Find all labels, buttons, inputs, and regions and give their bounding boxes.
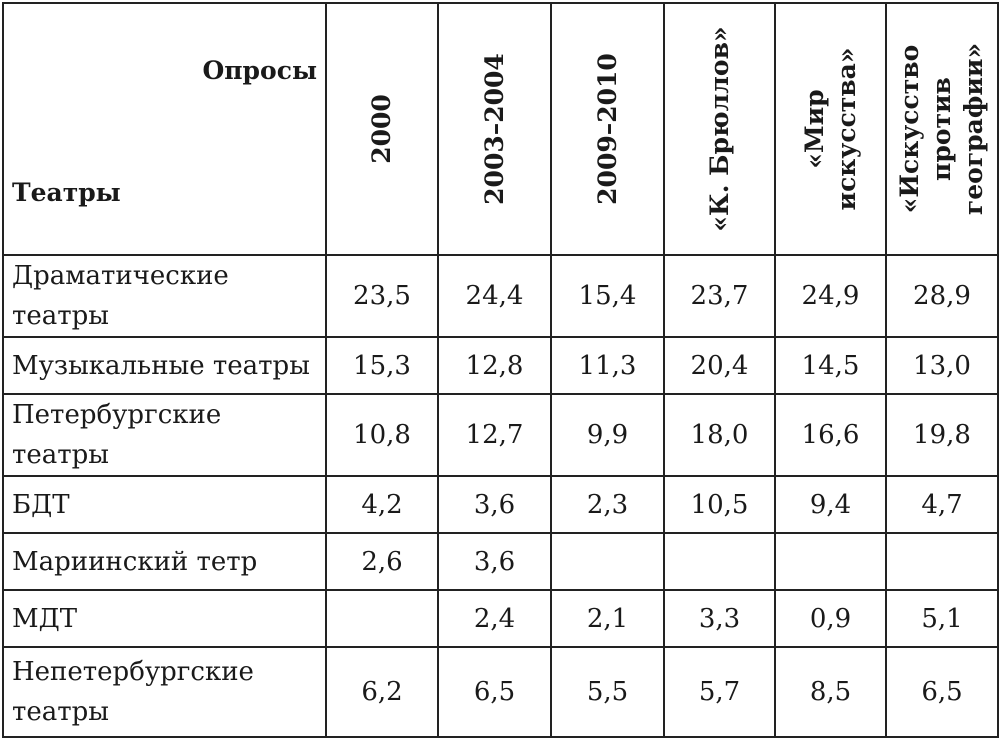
table-cell: 3,6: [437, 475, 552, 534]
column-header-iskusstvo-protiv-geografii: «Искусство против географии»: [885, 2, 999, 256]
column-header-2003-2004: 2003–2004: [437, 2, 552, 256]
header-row: Опросы Театры 2000 2003–2004 2009–2010: [2, 2, 999, 256]
table-cell: 10,8: [325, 393, 439, 477]
surveys-header-label: Опросы: [202, 56, 317, 85]
table-cell: 4,2: [325, 475, 439, 534]
column-header-2009-2010: 2009–2010: [550, 2, 665, 256]
column-header-text: 2003–2004: [479, 53, 509, 205]
column-header-text: искусства»: [831, 47, 861, 211]
row-label: Непетербургские театры: [2, 646, 327, 738]
column-header-text: 2000: [367, 94, 396, 164]
column-header-text: 2009–2010: [592, 53, 622, 205]
table-cell: 14,5: [774, 336, 887, 395]
column-header-text: против: [927, 77, 956, 181]
column-header-text: «К. Брюллов»: [704, 26, 734, 232]
table-cell: 16,6: [774, 393, 887, 477]
table-cell: 12,8: [437, 336, 552, 395]
table-cell: 11,3: [550, 336, 665, 395]
table-cell: 28,9: [885, 254, 999, 338]
table-row: Мариинский тетр 2,6 3,6: [2, 532, 999, 591]
table-cell: 19,8: [885, 393, 999, 477]
table-cell: 18,0: [663, 393, 776, 477]
table-cell: 23,7: [663, 254, 776, 338]
column-header-mir-iskusstva: «Мир искусства»: [774, 2, 887, 256]
table-cell: 2,1: [550, 589, 665, 648]
table-cell: 2,3: [550, 475, 665, 534]
row-label: Музыкальные театры: [2, 336, 327, 395]
column-header-text: «Мир: [799, 89, 829, 169]
column-header-text: «Искусство: [895, 44, 924, 214]
table-cell: 6,5: [437, 646, 552, 738]
table-cell: [774, 532, 887, 591]
table-row: БДТ 4,2 3,6 2,3 10,5 9,4 4,7: [2, 475, 999, 534]
column-header-2000: 2000: [325, 2, 439, 256]
table-cell: 0,9: [774, 589, 887, 648]
table-cell: 24,9: [774, 254, 887, 338]
table-cell: 5,7: [663, 646, 776, 738]
table-cell: 3,6: [437, 532, 552, 591]
row-label: Мариинский тетр: [2, 532, 327, 591]
table-cell: 13,0: [885, 336, 999, 395]
column-header-bryullov: «К. Брюллов»: [663, 2, 776, 256]
row-label: БДТ: [2, 475, 327, 534]
table-cell: 2,6: [325, 532, 439, 591]
table-cell: [325, 589, 439, 648]
table-cell: 6,5: [885, 646, 999, 738]
table-cell: 4,7: [885, 475, 999, 534]
table-cell: 5,5: [550, 646, 665, 738]
table-cell: 6,2: [325, 646, 439, 738]
table-cell: 20,4: [663, 336, 776, 395]
table-row: Петербургские театры 10,8 12,7 9,9 18,0 …: [2, 393, 999, 477]
table-cell: 9,4: [774, 475, 887, 534]
row-label: Петербургские театры: [2, 393, 327, 477]
table-cell: [885, 532, 999, 591]
table-cell: 2,4: [437, 589, 552, 648]
table-cell: 15,3: [325, 336, 439, 395]
table-row: МДТ 2,4 2,1 3,3 0,9 5,1: [2, 589, 999, 648]
table-cell: [663, 532, 776, 591]
row-label: МДТ: [2, 589, 327, 648]
table-row: Непетербургские театры 6,2 6,5 5,5 5,7 8…: [2, 646, 999, 738]
column-header-text: географии»: [959, 42, 988, 216]
table-cell: 3,3: [663, 589, 776, 648]
corner-header-cell: Опросы Театры: [2, 2, 327, 256]
table-row: Музыкальные театры 15,3 12,8 11,3 20,4 1…: [2, 336, 999, 395]
row-label: Драматические театры: [2, 254, 327, 338]
table-cell: [550, 532, 665, 591]
table-cell: 9,9: [550, 393, 665, 477]
table-cell: 10,5: [663, 475, 776, 534]
table-cell: 15,4: [550, 254, 665, 338]
table-row: Драматические театры 23,5 24,4 15,4 23,7…: [2, 254, 999, 338]
table-cell: 5,1: [885, 589, 999, 648]
table-cell: 24,4: [437, 254, 552, 338]
theatres-header-label: Театры: [12, 178, 121, 207]
table-cell: 23,5: [325, 254, 439, 338]
table-cell: 8,5: [774, 646, 887, 738]
table-cell: 12,7: [437, 393, 552, 477]
